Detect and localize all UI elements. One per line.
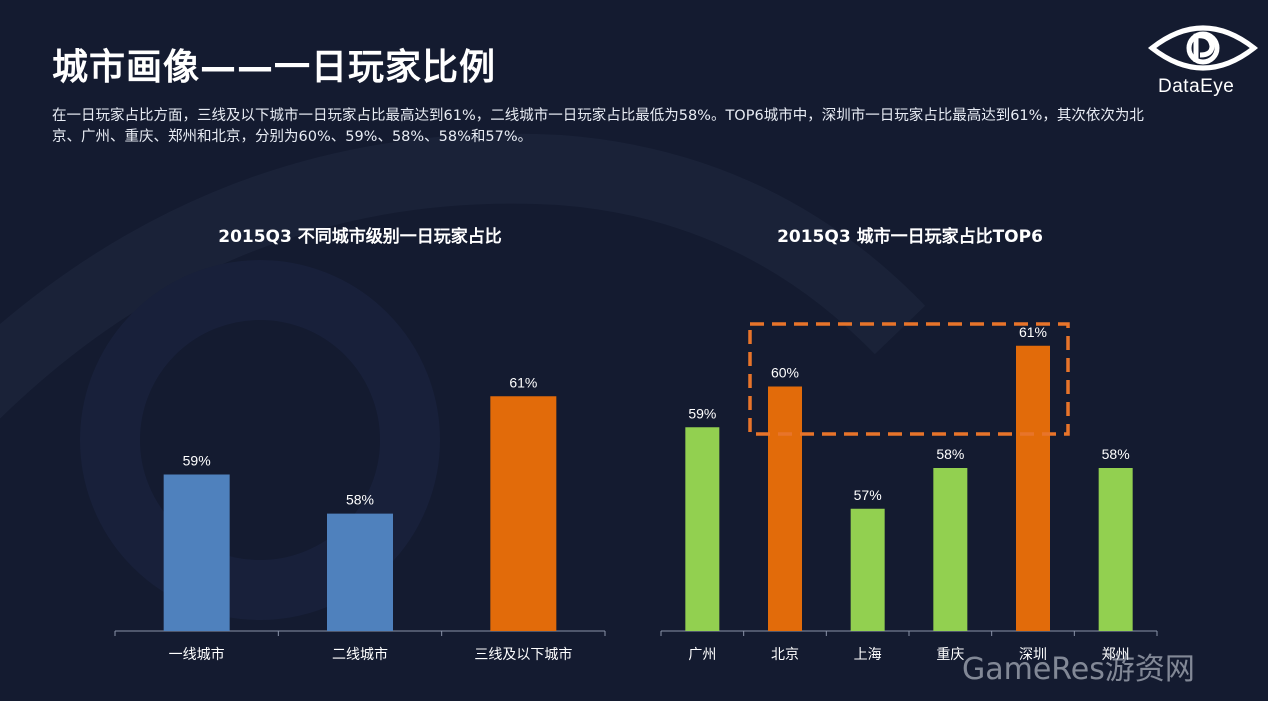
- right-chart-title: 2015Q3 城市一日玩家占比TOP6: [777, 227, 1043, 247]
- bar-value-label: 58%: [936, 446, 964, 462]
- bar-上海: [850, 508, 885, 631]
- category-label: 北京: [771, 647, 799, 663]
- logo-text: DataEye: [1158, 76, 1235, 97]
- bar-value-label: 61%: [1019, 324, 1047, 340]
- bar-value-label: 61%: [509, 374, 537, 390]
- bar-三线及以下城市: [490, 396, 557, 631]
- bar-深圳: [1016, 345, 1050, 631]
- bar-二线城市: [327, 513, 393, 631]
- category-label: 三线及以下城市: [474, 646, 572, 663]
- bar-value-label: 60%: [771, 365, 799, 381]
- left-chart-title: 2015Q3 不同城市级别一日玩家占比: [218, 227, 502, 247]
- bar-value-label: 58%: [346, 492, 374, 508]
- bar-郑州: [1098, 468, 1133, 631]
- bar-value-label: 59%: [183, 453, 211, 469]
- gameres-watermark: GameRes游资网: [962, 652, 1195, 687]
- bar-北京: [768, 386, 802, 631]
- category-label: 广州: [688, 647, 716, 663]
- page-description: 在一日玩家占比方面，三线及以下城市一日玩家占比最高达到61%，二线城市一日玩家占…: [52, 108, 1144, 145]
- category-label: 一线城市: [169, 646, 225, 663]
- page-title: 城市画像——一日玩家比例: [52, 47, 497, 88]
- bar-重庆: [933, 468, 968, 631]
- category-label: 重庆: [936, 647, 964, 663]
- bar-一线城市: [163, 474, 230, 631]
- bar-value-label: 59%: [688, 405, 716, 421]
- category-label: 二线城市: [332, 646, 388, 663]
- category-label: 上海: [854, 647, 882, 663]
- bar-广州: [685, 427, 720, 631]
- bar-value-label: 57%: [854, 487, 882, 503]
- dataeye-logo-icon: [1148, 25, 1258, 71]
- category-label: 深圳: [1019, 647, 1047, 663]
- category-label: 郑州: [1102, 647, 1130, 663]
- highlight-dashed-box: [748, 322, 1070, 436]
- bar-value-label: 58%: [1102, 446, 1130, 462]
